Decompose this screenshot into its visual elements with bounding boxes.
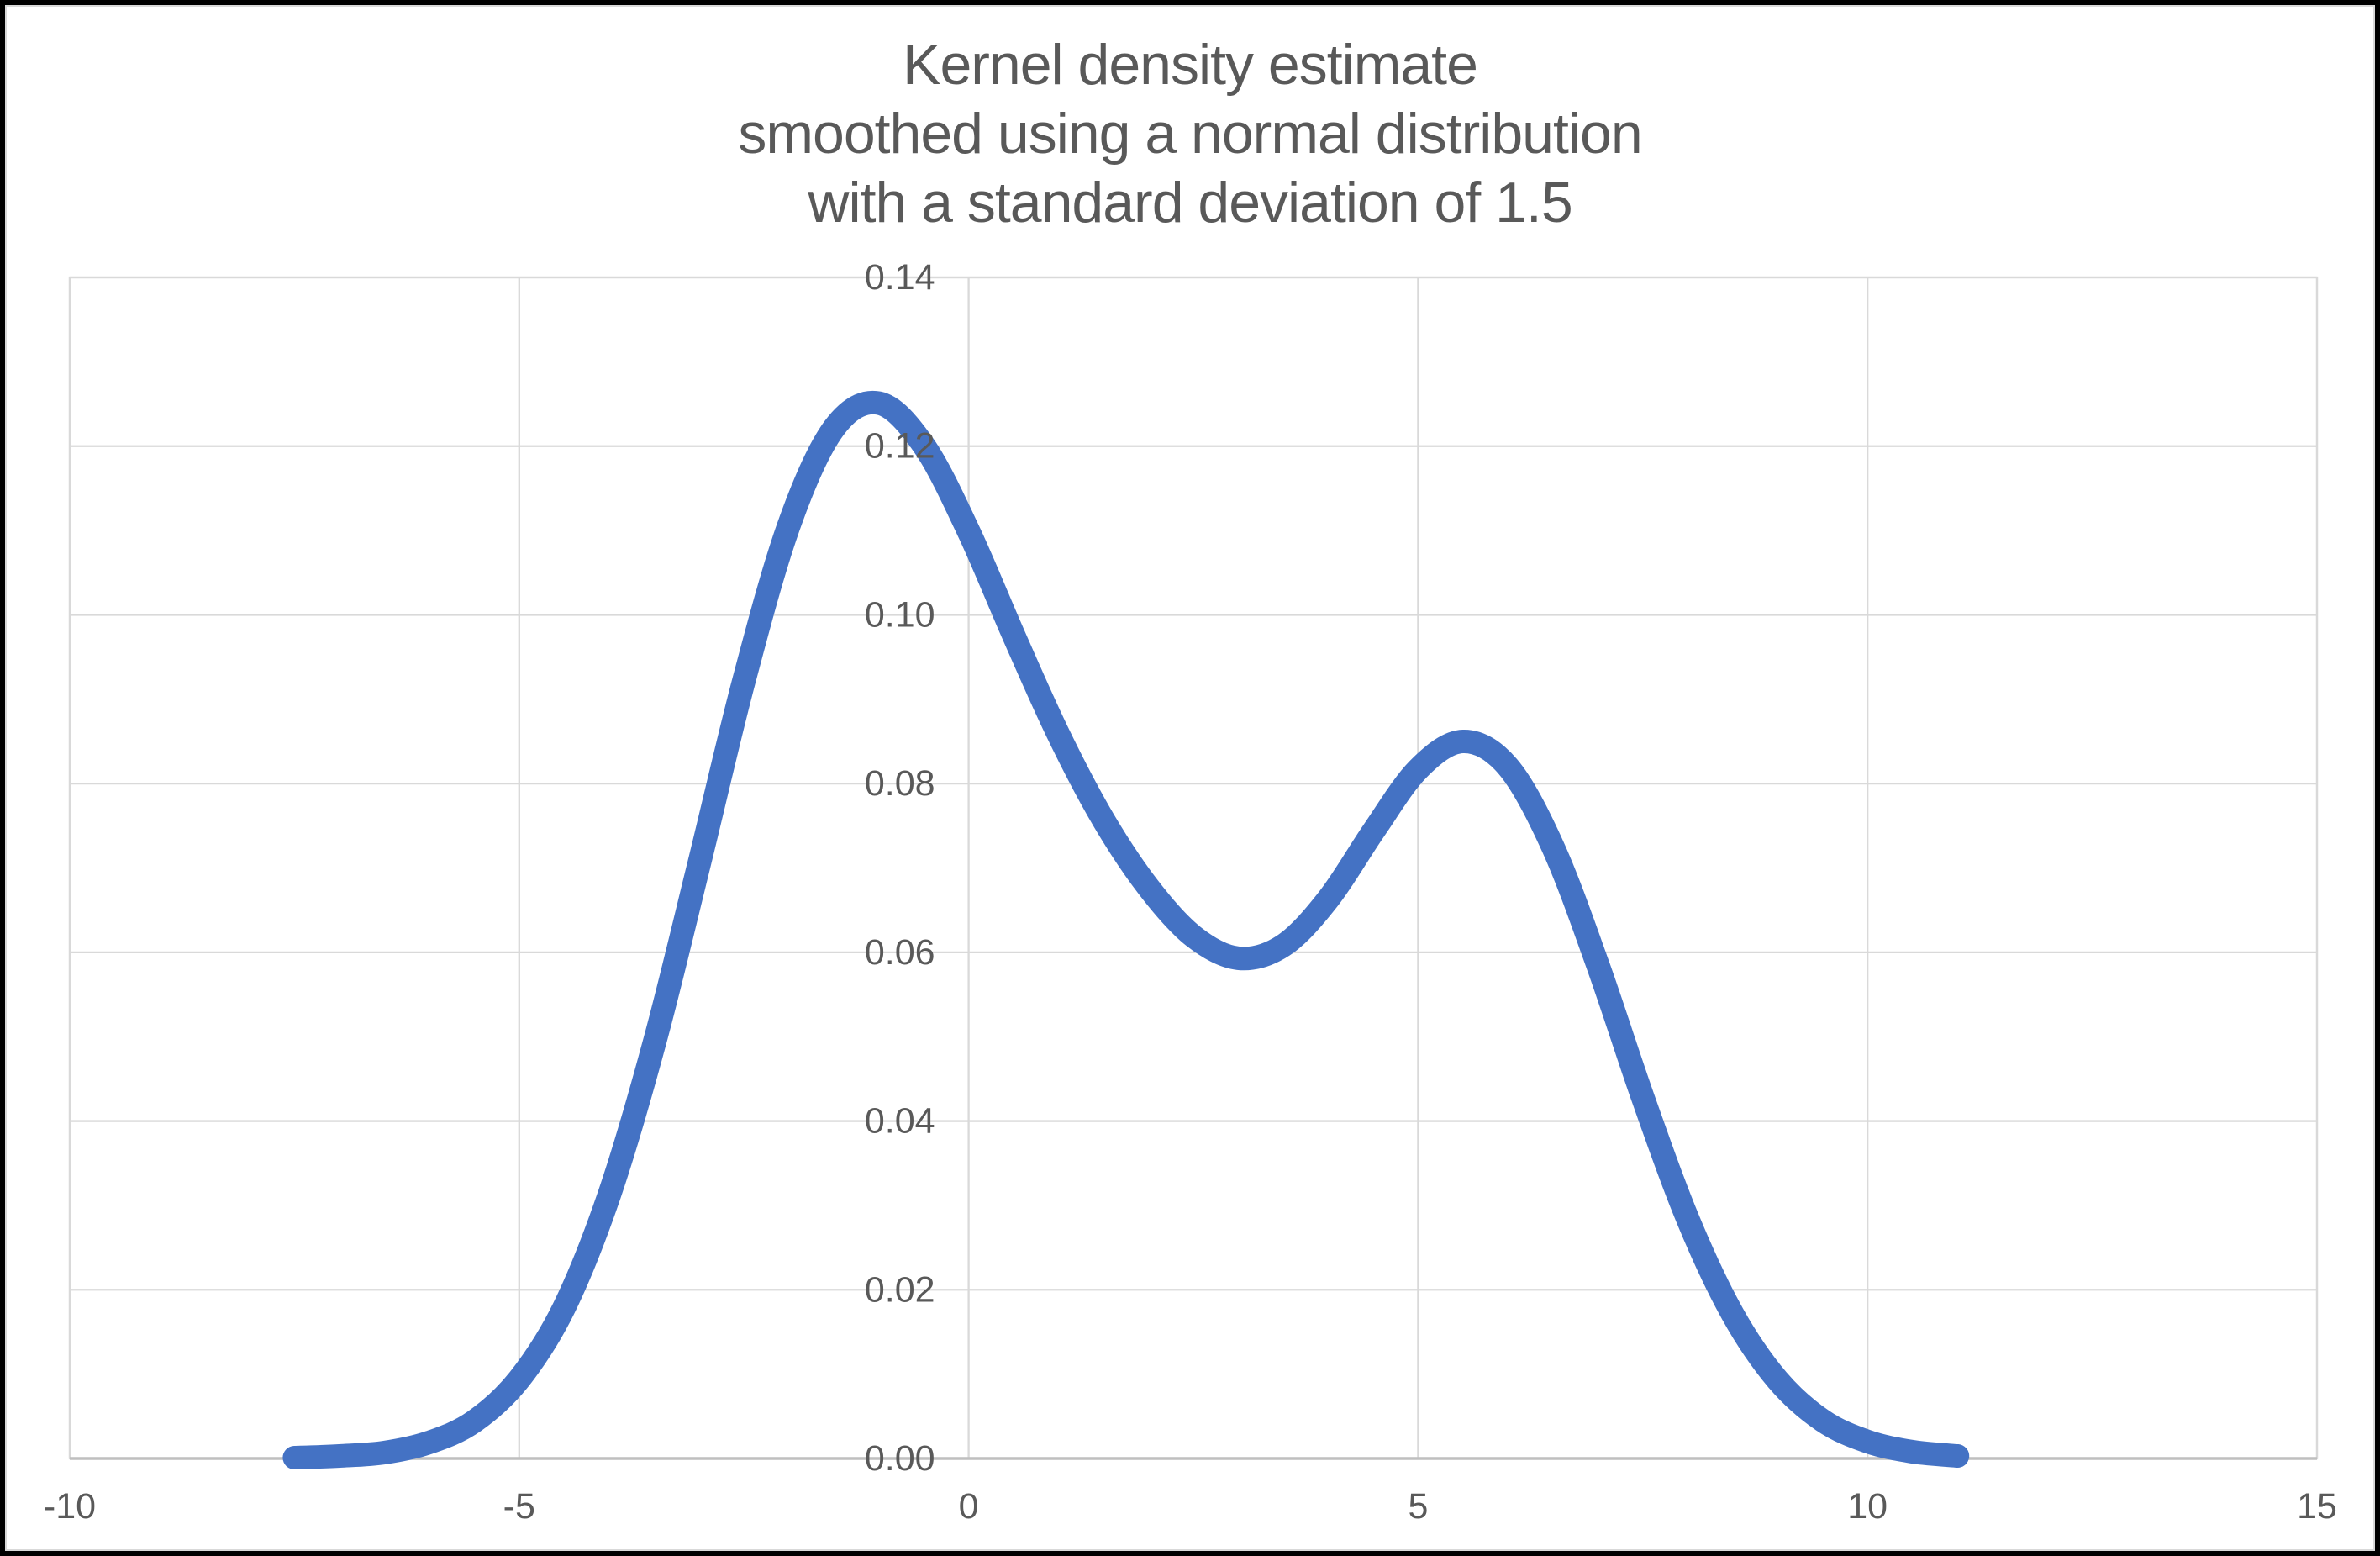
- plot-border: [68, 276, 2319, 1460]
- chart-title: Kernel density estimate smoothed using a…: [5, 30, 2375, 237]
- kde-curve: [282, 390, 1970, 1469]
- x-axis-tick-label: 10: [1847, 1486, 1888, 1527]
- y-axis-tick-label: 0.08: [865, 763, 935, 804]
- x-axis-tick-label: 0: [959, 1486, 979, 1527]
- chart-title-line-2: smoothed using a normal distribution: [738, 102, 1642, 166]
- x-axis-tick-label: 15: [2297, 1486, 2337, 1527]
- plot-area: 0.00 0.02 0.04 0.06 0.08 0.10 0.12 0.14 -10 -5 0 5 1…: [44, 257, 2337, 1527]
- y-axis-tick-label: 0.10: [865, 594, 935, 635]
- chart-title-line-1: Kernel density estimate: [903, 33, 1478, 97]
- y-axis-tick-label: 0.06: [865, 932, 935, 973]
- x-axis-tick-label: -5: [503, 1486, 535, 1527]
- x-axis-tick-label: 5: [1408, 1486, 1428, 1527]
- y-axis-tick-label: 0.04: [865, 1101, 935, 1142]
- y-axis-tick-label: 0.14: [865, 257, 935, 298]
- y-axis-tick-label: 0.02: [865, 1269, 935, 1310]
- chart-title-line-3: with a standard deviation of 1.5: [808, 171, 1572, 235]
- y-axis-tick-label: 0.00: [865, 1438, 935, 1479]
- x-axis-tick-label: -10: [44, 1486, 96, 1527]
- y-axis-tick-label: 0.12: [865, 426, 935, 467]
